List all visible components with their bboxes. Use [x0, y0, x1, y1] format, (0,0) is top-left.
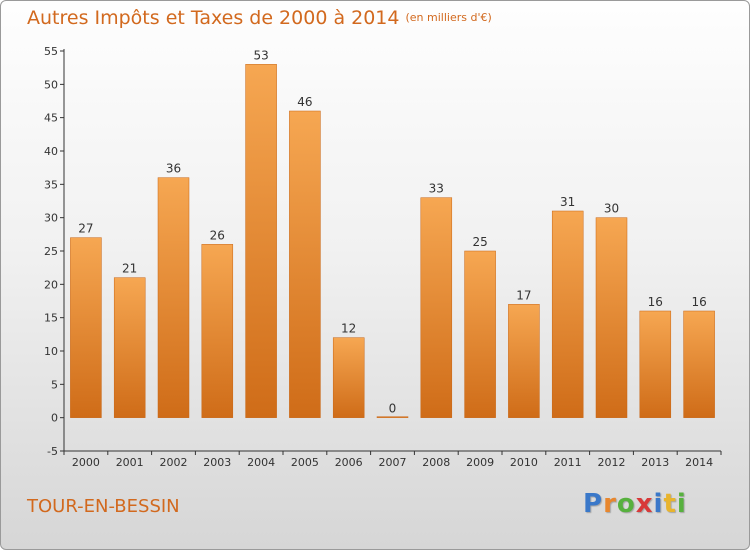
y-tick-label: 40 — [44, 145, 58, 158]
bar — [201, 244, 234, 418]
y-tick-label: 55 — [44, 45, 58, 58]
y-tick-label: 0 — [51, 412, 58, 425]
y-tick-label: 10 — [44, 345, 58, 358]
proxiti-logo[interactable]: Proxiti — [583, 489, 687, 519]
bar-value-label: 25 — [472, 235, 487, 249]
x-tick-label: 2014 — [685, 456, 713, 469]
y-tick-label: 45 — [44, 112, 58, 125]
bar — [508, 304, 540, 418]
chart-subtitle: (en milliers d'€) — [405, 11, 492, 24]
bar — [70, 237, 102, 418]
bar — [683, 310, 715, 418]
bar-value-label: 21 — [122, 262, 137, 276]
bar-value-label: 17 — [516, 288, 531, 302]
logo-letter: i — [653, 489, 664, 519]
x-tick-label: 2003 — [203, 456, 231, 469]
bar — [420, 197, 453, 418]
bar-value-label: 53 — [253, 48, 268, 62]
bar-value-label: 31 — [560, 195, 575, 209]
x-tick-label: 2012 — [598, 456, 626, 469]
chart-title: Autres Impôts et Taxes de 2000 à 2014 (en… — [27, 7, 492, 29]
x-tick-label: 2009 — [466, 456, 494, 469]
chart-title-text: Autres Impôts et Taxes de 2000 à 2014 — [27, 7, 400, 29]
x-tick-label: 2013 — [641, 456, 669, 469]
bar — [551, 210, 584, 418]
bar — [113, 277, 146, 418]
logo-letter: r — [603, 489, 617, 519]
x-tick-label: 2011 — [554, 456, 582, 469]
x-tick-label: 2001 — [116, 456, 144, 469]
x-tick-label: 2008 — [422, 456, 450, 469]
y-tick-label: -5 — [47, 445, 58, 458]
logo-letter: o — [616, 489, 636, 519]
logo-letter: P — [583, 489, 604, 519]
x-tick-label: 2002 — [160, 456, 188, 469]
bar — [595, 217, 628, 418]
y-tick-label: 35 — [44, 178, 58, 191]
bar-value-label: 0 — [389, 402, 397, 416]
x-tick-label: 2010 — [510, 456, 538, 469]
y-tick-label: 5 — [51, 378, 58, 391]
bar — [157, 177, 190, 418]
bar — [332, 337, 365, 418]
bar — [289, 110, 321, 418]
x-tick-label: 2006 — [335, 456, 363, 469]
y-tick-label: 25 — [44, 245, 58, 258]
bar — [464, 250, 496, 418]
bar — [639, 310, 672, 418]
y-tick-label: 30 — [44, 212, 58, 225]
y-tick-label: 15 — [44, 312, 58, 325]
bar-value-label: 16 — [648, 295, 663, 309]
bar-value-label: 26 — [210, 228, 225, 242]
bar-value-label: 27 — [78, 222, 93, 236]
logo-letter: t — [663, 489, 677, 519]
x-tick-label: 2005 — [291, 456, 319, 469]
commune-name: TOUR-EN-BESSIN — [27, 496, 180, 517]
x-tick-label: 2004 — [247, 456, 275, 469]
bar-value-label: 12 — [341, 322, 356, 336]
bar — [376, 416, 409, 418]
bar-value-label: 46 — [297, 95, 312, 109]
y-tick-label: 50 — [44, 78, 58, 91]
bar — [245, 64, 277, 418]
bar-value-label: 16 — [691, 295, 706, 309]
bar-value-label: 30 — [604, 202, 619, 216]
x-tick-label: 2007 — [379, 456, 407, 469]
y-tick-label: 20 — [44, 278, 58, 291]
bar-value-label: 33 — [429, 182, 444, 196]
bar-value-label: 36 — [166, 162, 181, 176]
logo-letter: x — [635, 489, 654, 519]
x-tick-label: 2000 — [72, 456, 100, 469]
logo-letter: i — [676, 489, 687, 519]
